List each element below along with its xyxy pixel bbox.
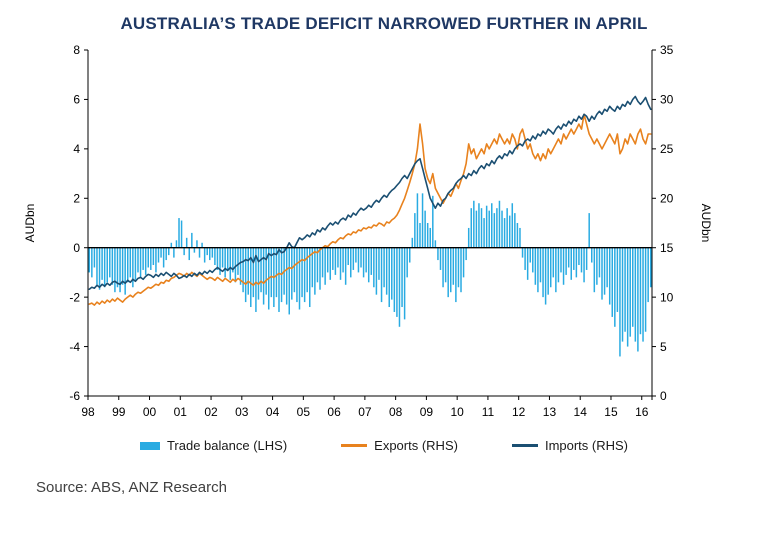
svg-text:06: 06 — [327, 405, 341, 419]
svg-text:2: 2 — [73, 191, 80, 205]
svg-text:00: 00 — [143, 405, 157, 419]
svg-text:05: 05 — [297, 405, 311, 419]
legend-item-exports: Exports (RHS) — [341, 438, 458, 453]
legend-label-imports: Imports (RHS) — [544, 438, 629, 453]
svg-text:-6: -6 — [69, 389, 80, 403]
svg-text:16: 16 — [635, 405, 649, 419]
svg-text:99: 99 — [112, 405, 126, 419]
exports-line — [88, 113, 652, 306]
svg-text:09: 09 — [420, 405, 434, 419]
svg-text:8: 8 — [73, 43, 80, 57]
svg-text:07: 07 — [358, 405, 372, 419]
svg-text:03: 03 — [235, 405, 249, 419]
svg-text:15: 15 — [604, 405, 618, 419]
svg-text:-4: -4 — [69, 340, 80, 354]
svg-text:08: 08 — [389, 405, 403, 419]
svg-text:11: 11 — [482, 405, 495, 419]
svg-text:13: 13 — [543, 405, 557, 419]
legend-label-exports: Exports (RHS) — [374, 438, 458, 453]
chart-legend: Trade balance (LHS) Exports (RHS) Import… — [0, 438, 768, 453]
legend-item-imports: Imports (RHS) — [511, 438, 629, 453]
svg-text:5: 5 — [660, 340, 667, 354]
svg-text:98: 98 — [81, 405, 95, 419]
svg-text:01: 01 — [174, 405, 188, 419]
svg-text:14: 14 — [574, 405, 588, 419]
svg-text:02: 02 — [204, 405, 218, 419]
svg-text:0: 0 — [660, 389, 667, 403]
svg-text:35: 35 — [660, 43, 674, 57]
trade-balance-swatch-icon — [139, 441, 160, 450]
svg-text:-2: -2 — [69, 290, 80, 304]
svg-text:10: 10 — [660, 290, 674, 304]
svg-text:6: 6 — [73, 93, 80, 107]
chart-title: AUSTRALIA’S TRADE DEFICIT NARROWED FURTH… — [120, 14, 648, 33]
svg-text:10: 10 — [450, 405, 464, 419]
legend-item-trade-balance: Trade balance (LHS) — [139, 438, 288, 453]
left-axis-title: AUDbn — [23, 204, 37, 243]
right-axis-title: AUDbn — [699, 204, 713, 243]
trade-balance-bars — [88, 193, 652, 357]
imports-line-swatch-icon — [511, 444, 538, 447]
svg-text:15: 15 — [660, 241, 674, 255]
chart-page: AUSTRALIA’S TRADE DEFICIT NARROWED FURTH… — [0, 14, 768, 496]
svg-text:04: 04 — [266, 405, 280, 419]
svg-text:12: 12 — [512, 405, 526, 419]
svg-text:4: 4 — [73, 142, 80, 156]
legend-label-trade-balance: Trade balance (LHS) — [166, 438, 288, 453]
svg-text:30: 30 — [660, 93, 674, 107]
imports-line — [88, 95, 652, 290]
source-text: Source: ABS, ANZ Research — [36, 479, 227, 496]
svg-text:25: 25 — [660, 142, 674, 156]
svg-text:20: 20 — [660, 191, 674, 205]
exports-line-swatch-icon — [341, 444, 368, 447]
svg-text:0: 0 — [73, 241, 80, 255]
